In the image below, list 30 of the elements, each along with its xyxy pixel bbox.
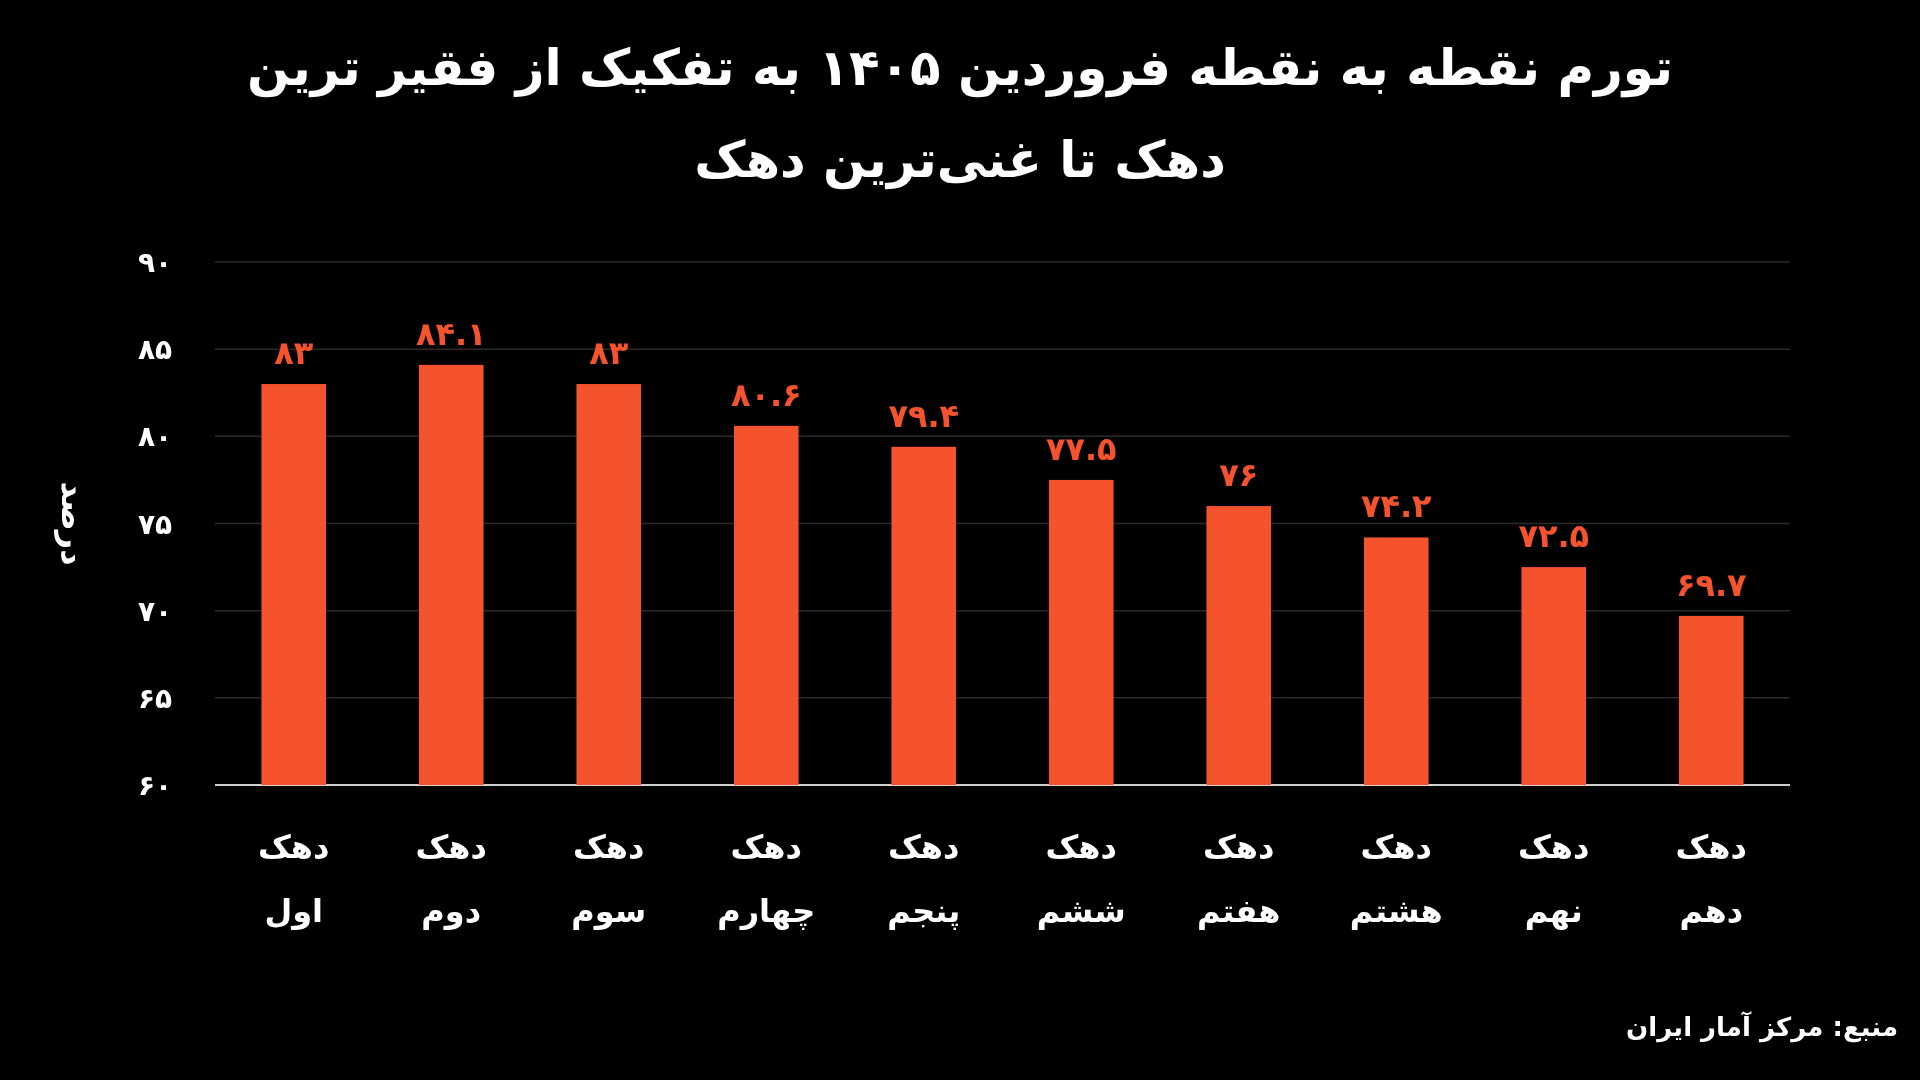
- y-tick-label: ۷۰: [137, 594, 173, 628]
- y-axis-title: درصد: [54, 481, 92, 566]
- data-label: ۷۹.۴: [888, 396, 960, 435]
- data-label: ۸۳: [274, 334, 314, 373]
- data-label: ۷۲.۵: [1518, 517, 1590, 556]
- data-label: ۸۴.۱: [415, 314, 487, 353]
- x-tick-label: دهک نهم: [1517, 827, 1591, 932]
- data-label: ۷۴.۲: [1360, 487, 1433, 526]
- data-label: ۶۹.۷: [1675, 565, 1748, 604]
- x-tick-label: دهک هشتم: [1348, 827, 1444, 932]
- x-tick-label: دهک ششم: [1035, 827, 1127, 932]
- y-tick-label: ۶۵: [137, 681, 173, 715]
- x-tick-label: دهک هفتم: [1196, 827, 1282, 932]
- x-tick-label: دهک سوم: [570, 827, 648, 932]
- y-tick-label: ۶۰: [137, 769, 173, 802]
- x-tick-label: دهک چهارم: [716, 827, 817, 932]
- y-tick-label: ۸۵: [137, 333, 173, 367]
- data-label: ۷۷.۵: [1045, 429, 1117, 468]
- y-tick-label: ۹۰: [137, 246, 173, 279]
- x-tick-label: دهک اول: [257, 827, 331, 932]
- x-tick-label: دهک دوم: [414, 827, 488, 932]
- text: منبع: مرکز آمار ایران: [1626, 1012, 1898, 1042]
- data-label: ۸۰.۶: [730, 375, 802, 414]
- x-tick-label: دهک پنجم: [886, 827, 962, 932]
- y-tick-label: ۸۰: [137, 420, 173, 454]
- y-tick-label: ۷۵: [137, 507, 173, 541]
- x-tick-label: دهک دهم: [1674, 827, 1748, 932]
- data-label: ۸۳: [589, 334, 629, 373]
- chart-title: تورم نقطه به نقطه فروردین ۱۴۰۵ به تفکیک از فقیر ترین دهک تا غنی‌ترین دهک: [246, 38, 1674, 192]
- data-label: ۷۶: [1219, 456, 1259, 495]
